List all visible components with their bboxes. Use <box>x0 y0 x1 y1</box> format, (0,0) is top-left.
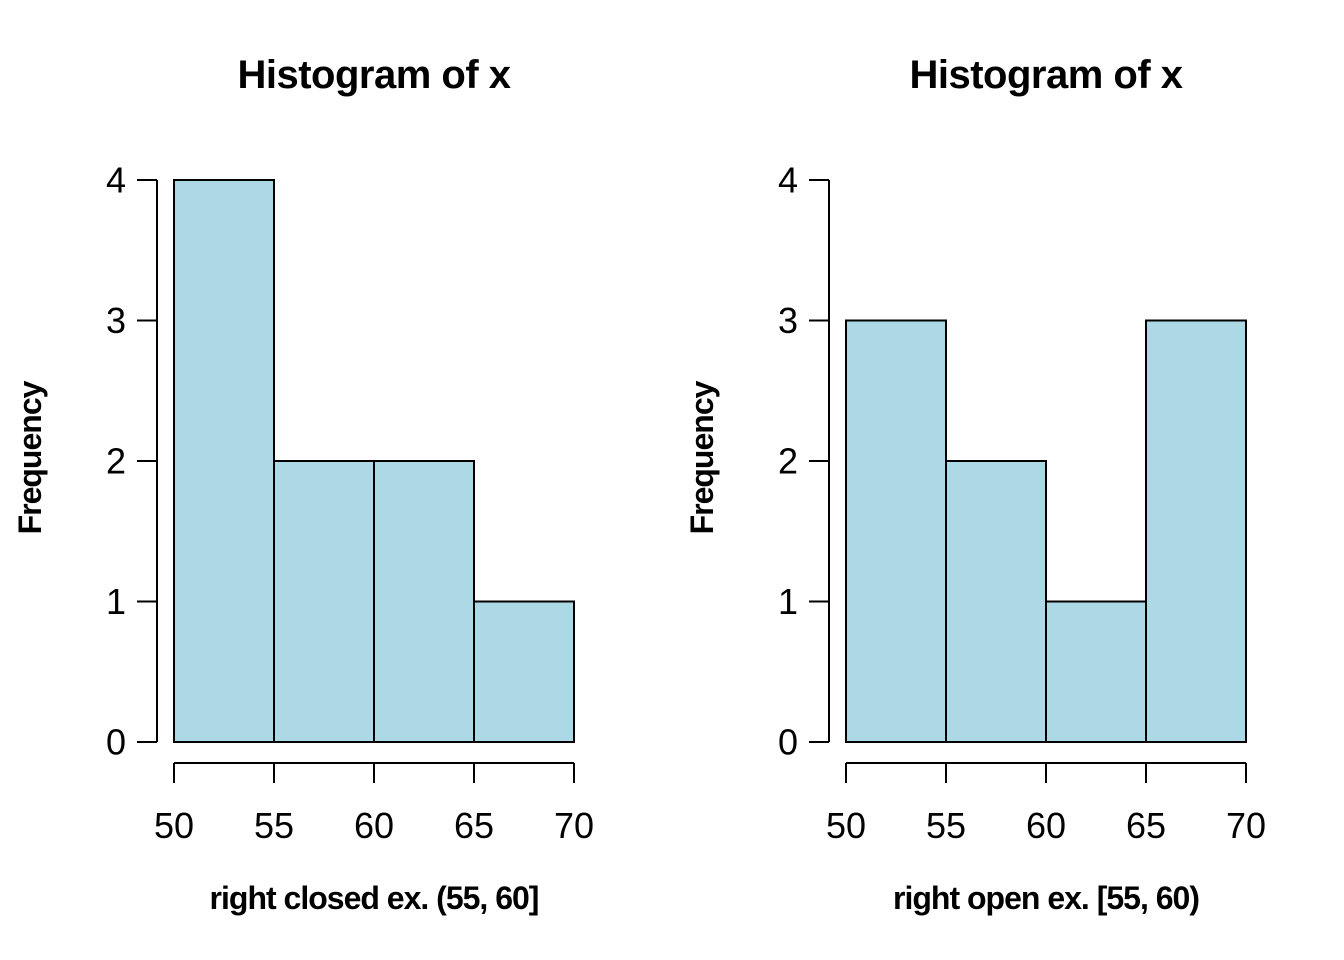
histogram-bar <box>273 460 375 743</box>
y-tick-label: 3 <box>106 300 126 341</box>
chart-title: Histogram of x <box>237 53 511 97</box>
x-tick-label: 70 <box>554 805 594 846</box>
histogram-bar <box>173 179 275 743</box>
x-tick-label: 60 <box>354 805 394 846</box>
x-tick-label: 65 <box>1126 805 1166 846</box>
y-tick-label: 0 <box>778 722 798 763</box>
histogram-bar <box>845 319 947 743</box>
x-tick-label: 60 <box>1026 805 1066 846</box>
histogram-bar <box>373 460 475 743</box>
y-tick-label: 2 <box>778 441 798 482</box>
chart-title: Histogram of x <box>909 53 1183 97</box>
y-tick-label: 3 <box>778 300 798 341</box>
histogram-bar <box>473 600 575 743</box>
histogram-plot-right-closed: 0 1 2 3 4 50 55 60 65 70 <box>106 160 594 847</box>
histogram-bar <box>945 460 1047 743</box>
x-axis-title: right open ex. [55, 60) <box>893 880 1200 916</box>
x-tick-label: 65 <box>454 805 494 846</box>
histogram-bar <box>1145 319 1247 743</box>
x-tick-label: 70 <box>1226 805 1266 846</box>
y-tick-label: 1 <box>778 581 798 622</box>
y-tick-label: 1 <box>106 581 126 622</box>
x-tick-label: 50 <box>826 805 866 846</box>
panel-right-open: Histogram of x Frequency 0 1 2 3 4 50 55 60 65 70… <box>672 0 1344 960</box>
x-tick-label: 55 <box>926 805 966 846</box>
y-tick-label: 4 <box>106 160 126 201</box>
histogram-plot-right-open: 0 1 2 3 4 50 55 60 65 70 <box>778 160 1266 847</box>
x-axis-title: right closed ex. (55, 60] <box>209 880 540 916</box>
histogram-bar <box>1045 600 1147 743</box>
x-tick-label: 50 <box>154 805 194 846</box>
x-tick-label: 55 <box>254 805 294 846</box>
y-tick-label: 0 <box>106 722 126 763</box>
panel-right-closed: Histogram of x Frequency 0 1 2 3 4 50 55 60 65 70… <box>12 53 594 916</box>
y-tick-label: 2 <box>106 441 126 482</box>
y-tick-label: 4 <box>778 160 798 201</box>
